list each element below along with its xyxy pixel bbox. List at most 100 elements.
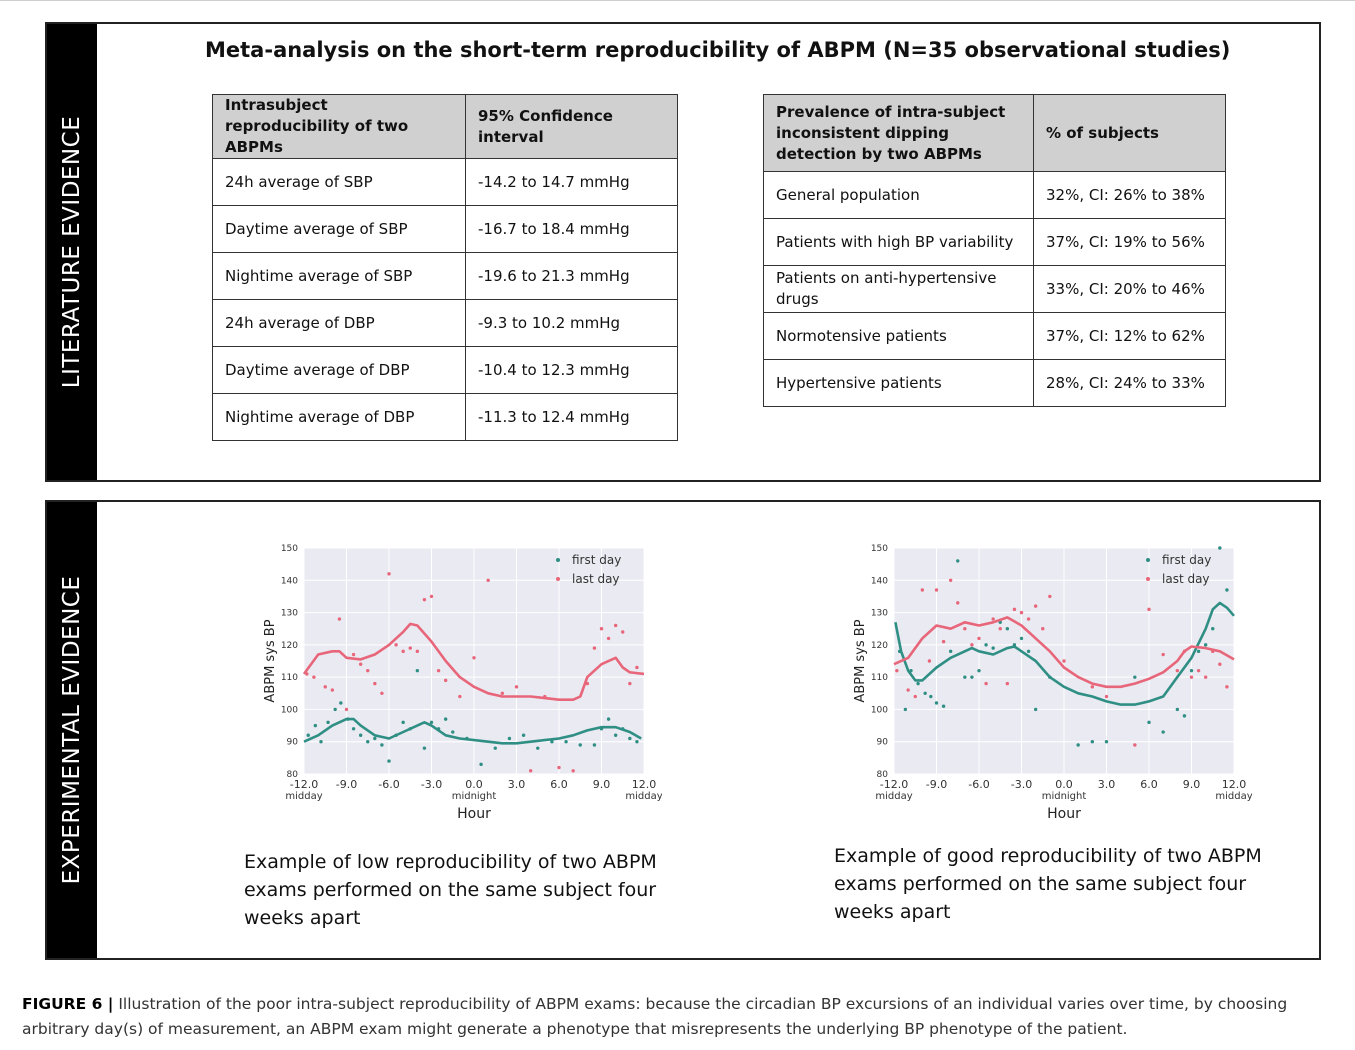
data-point <box>443 717 448 721</box>
data-point <box>429 720 434 725</box>
x-tick-label: -6.0 <box>378 778 399 791</box>
x-tick-label: 3.0 <box>508 778 526 791</box>
data-point <box>330 688 335 692</box>
y-tick-label: 140 <box>281 576 298 586</box>
data-point <box>895 668 899 673</box>
data-point <box>927 659 932 663</box>
y-tick-label: 120 <box>281 641 298 651</box>
data-point <box>1147 607 1151 612</box>
data-point <box>1104 694 1109 699</box>
data-point <box>970 675 974 679</box>
data-point <box>351 652 356 657</box>
x-tick-label: 6.0 <box>550 778 568 791</box>
table-cell: Patients on anti-hypertensive drugs <box>763 265 1034 313</box>
table-row: 24h average of DBP -9.3 to 10.2 mmHg <box>212 299 678 347</box>
data-point <box>1161 652 1165 657</box>
y-tick-label: 110 <box>281 673 298 683</box>
data-point <box>429 594 434 599</box>
data-point <box>339 701 343 705</box>
data-point <box>1225 685 1229 689</box>
data-point <box>507 736 512 741</box>
data-point <box>521 733 526 737</box>
data-point <box>571 769 575 773</box>
legend-label: last day <box>1162 572 1210 586</box>
data-point <box>373 681 377 686</box>
y-tick-label: 90 <box>877 738 889 748</box>
data-point <box>963 627 967 631</box>
data-point <box>903 707 908 712</box>
data-point <box>1090 740 1095 744</box>
table-cell: Nightime average of DBP <box>212 393 466 441</box>
table-cell: Normotensive patients <box>763 312 1034 360</box>
data-point <box>312 675 316 679</box>
x-tick-label: 0.0 midnight <box>452 778 497 802</box>
data-point <box>984 643 988 647</box>
data-point <box>1175 707 1180 712</box>
literature-side-label: LITERATURE EVIDENCE <box>59 115 85 389</box>
table-header-cell: % of subjects <box>1033 94 1226 172</box>
data-point <box>1161 730 1165 734</box>
data-point <box>1189 675 1194 679</box>
data-point <box>337 617 342 621</box>
data-point <box>956 601 960 605</box>
trend-line <box>303 717 642 745</box>
table-cell: 24h average of SBP <box>212 158 466 206</box>
data-point <box>323 685 327 689</box>
data-point <box>1203 643 1208 647</box>
data-point <box>948 578 953 582</box>
data-point <box>443 678 448 683</box>
low-reproducibility-chart: 80 90 100 110 120 130 140 150 -12.0 midday -9.0 -6.… <box>263 544 662 822</box>
data-point <box>948 649 953 654</box>
x-tick-label: -6.0 <box>968 778 989 791</box>
table-cell: 32%, CI: 26% to 38% <box>1033 171 1226 219</box>
data-point <box>422 746 427 750</box>
data-point <box>929 694 933 699</box>
data-point <box>1211 627 1215 631</box>
legend-label: last day <box>572 572 620 586</box>
data-point <box>486 578 490 582</box>
data-point <box>1189 668 1194 673</box>
y-tick-label: 110 <box>871 673 888 683</box>
table-cell: Daytime average of SBP <box>212 205 466 253</box>
x-axis-label: Hour <box>457 806 491 822</box>
figure-caption-text: Illustration of the poor intra-subject r… <box>22 995 1288 1038</box>
data-point <box>1019 636 1024 641</box>
x-tick-label: 3.0 <box>1098 778 1116 791</box>
x-tick-label: 0.0 midnight <box>1042 778 1087 802</box>
data-point <box>436 668 441 673</box>
table-cell: 37%, CI: 19% to 56% <box>1033 218 1226 266</box>
data-point <box>1147 720 1151 725</box>
data-point <box>920 588 925 592</box>
table-row: Hypertensive patients 28%, CI: 24% to 33… <box>763 359 1226 407</box>
experimental-side-bar: EXPERIMENTAL EVIDENCE <box>47 502 97 958</box>
data-point <box>479 762 483 767</box>
dipping-table: Prevalence of intra-subject inconsistent… <box>763 94 1226 407</box>
y-tick-label: 80 <box>287 770 299 780</box>
table-cell: -16.7 to 18.4 mmHg <box>465 205 678 253</box>
data-point <box>635 665 639 670</box>
data-point <box>415 668 420 673</box>
data-point <box>1133 675 1137 679</box>
table-cell: Patients with high BP variability <box>763 218 1034 266</box>
data-point <box>351 727 356 731</box>
y-tick-label: 100 <box>281 705 298 715</box>
x-tick-label: -3.0 <box>1011 778 1032 791</box>
data-point <box>613 623 618 628</box>
data-point <box>913 694 917 699</box>
x-tick-label: -12.0 midday <box>285 778 322 802</box>
data-point <box>1196 649 1201 654</box>
table-row: Daytime average of DBP -10.4 to 12.3 mmH… <box>212 346 678 394</box>
table-row: Nightime average of DBP -11.3 to 12.4 mm… <box>212 393 678 441</box>
legend-marker <box>1146 558 1150 562</box>
y-tick-label: 150 <box>871 544 888 554</box>
data-point <box>401 649 405 654</box>
y-tick-label: 150 <box>281 544 298 554</box>
data-point <box>970 643 974 647</box>
legend-marker <box>556 558 560 562</box>
data-point <box>1196 668 1201 673</box>
table-cell: 28%, CI: 24% to 33% <box>1033 359 1226 407</box>
data-point <box>528 769 533 773</box>
data-point <box>358 733 363 737</box>
data-point <box>628 736 632 741</box>
data-point <box>934 588 939 592</box>
